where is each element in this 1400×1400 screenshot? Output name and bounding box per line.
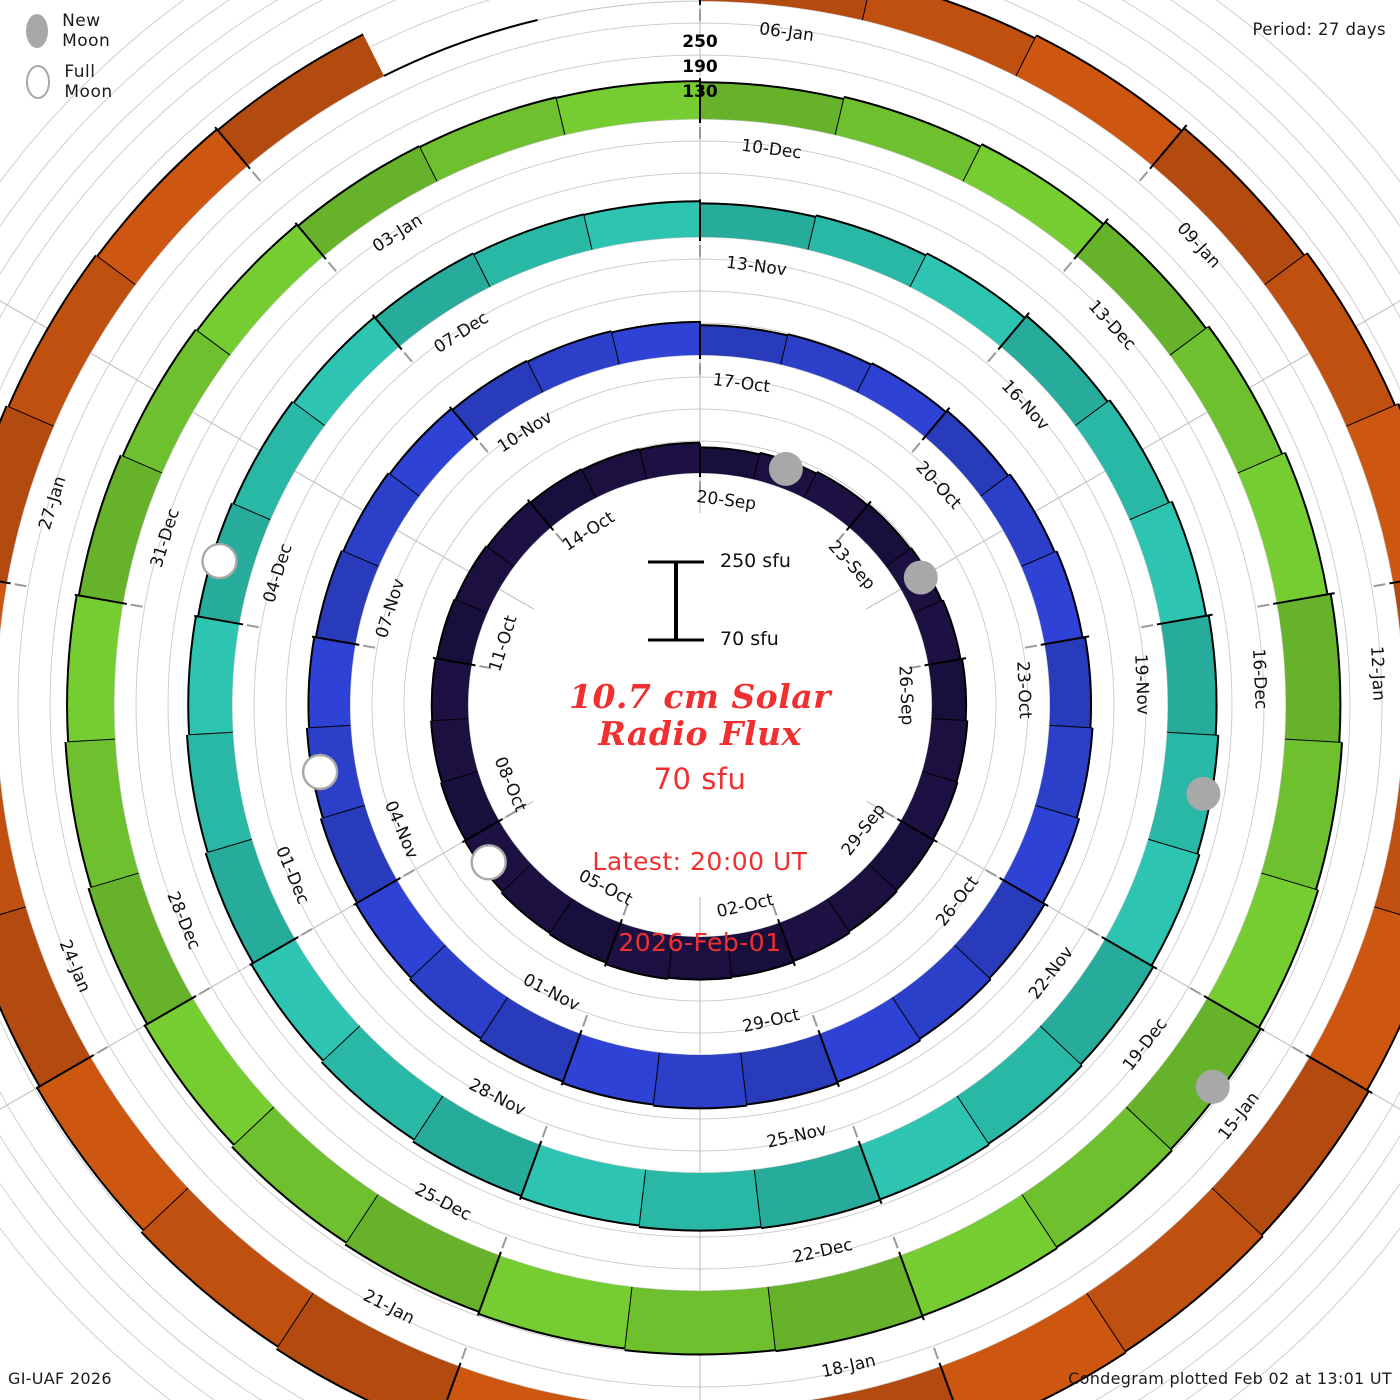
scale-bar-icon — [648, 560, 704, 642]
chart-title-line2: Radio Flux — [598, 714, 802, 753]
date-label: 20-Sep — [695, 487, 757, 514]
date-label: 13-Nov — [725, 253, 788, 281]
scale-bar-bottom-label: 70 sfu — [720, 628, 779, 650]
date-label: 04-Nov — [380, 798, 422, 862]
date-label: 12-Jan — [1366, 646, 1389, 702]
date-label: 27-Jan — [35, 474, 70, 532]
date-label: 06-Jan — [758, 19, 815, 46]
legend-full-moon-label: Full Moon — [64, 62, 113, 102]
date-label: 01-Dec — [271, 844, 313, 908]
date-label: 17-Oct — [712, 370, 772, 397]
date-label: 26-Sep — [894, 665, 917, 726]
full-moon-marker — [470, 844, 507, 881]
date-label: 07-Nov — [372, 576, 409, 640]
legend-full-moon: Full Moon — [26, 62, 122, 102]
scale-bar: 250 sfu 70 sfu — [430, 550, 970, 660]
full-moon-marker — [301, 753, 339, 791]
date-label: 04-Dec — [260, 541, 297, 605]
date-label: 22-Dec — [791, 1235, 855, 1268]
period-label: Period: 27 days — [1252, 20, 1386, 39]
date-label: 25-Nov — [765, 1120, 829, 1153]
hollow-circle-icon — [26, 65, 51, 99]
date-label: 21-Jan — [360, 1286, 418, 1329]
new-moon-marker — [768, 451, 803, 486]
center-annotation: 250 sfu 70 sfu 10.7 cm Solar Radio Flux … — [430, 550, 970, 958]
date-label: 23-Oct — [1012, 661, 1035, 720]
latest-time-line2: 2026-Feb-01 — [618, 928, 782, 957]
date-label: 28-Nov — [465, 1075, 528, 1121]
full-moon-marker — [201, 542, 238, 580]
date-label: 03-Jan — [369, 210, 426, 256]
new-moon-marker — [903, 560, 938, 595]
current-value: 70 sfu — [653, 762, 747, 796]
footer-credit: GI-UAF 2026 — [8, 1369, 112, 1388]
scale-bar-top-label: 250 sfu — [720, 550, 791, 572]
date-label: 31-Dec — [147, 506, 184, 570]
legend-new-moon: New Moon — [26, 11, 122, 51]
date-label: 25-Dec — [411, 1180, 474, 1226]
footer-plot-time: Condegram plotted Feb 02 at 13:01 UT — [1068, 1369, 1392, 1388]
date-label: 18-Jan — [820, 1351, 878, 1383]
date-label: 29-Oct — [741, 1005, 802, 1037]
new-moon-marker — [1186, 776, 1221, 811]
moon-markers — [201, 451, 1230, 1104]
new-moon-marker — [1195, 1069, 1230, 1104]
date-label: 24-Jan — [55, 937, 95, 995]
date-label: 10-Dec — [740, 136, 803, 164]
date-label: 28-Dec — [162, 889, 204, 953]
chart-title-line1: 10.7 cm Solar — [568, 677, 831, 716]
date-label: 19-Nov — [1130, 654, 1153, 716]
legend-new-moon-label: New Moon — [62, 11, 111, 51]
date-label: 16-Dec — [1248, 648, 1271, 710]
latest-time-line1: Latest: 20:00 UT — [592, 847, 808, 876]
date-label: 01-Nov — [520, 970, 583, 1016]
filled-circle-icon — [26, 14, 49, 48]
